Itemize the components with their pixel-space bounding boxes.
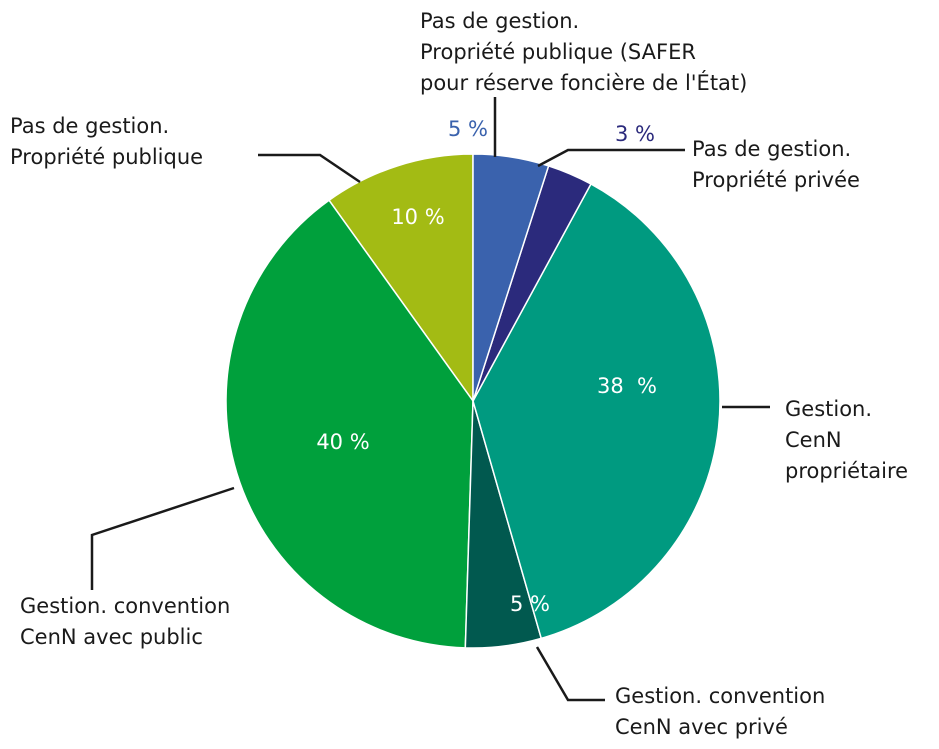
value-label: 5 %	[448, 117, 488, 141]
category-label: CenN avec privé	[615, 715, 788, 739]
category-label: Gestion.	[785, 397, 872, 421]
value-label: 10 %	[391, 205, 444, 229]
pie-slice	[225, 199, 474, 649]
category-label: Gestion. convention	[20, 594, 230, 618]
pie-slice	[472, 153, 550, 402]
category-label: Pas de gestion.	[420, 9, 579, 33]
leader-line	[537, 148, 685, 168]
category-label: Pas de gestion.	[10, 114, 169, 138]
value-label: 3 %	[615, 122, 655, 146]
category-label: Propriété publique	[10, 145, 203, 169]
category-label: CenN avec public	[20, 625, 203, 649]
pie-slice	[472, 182, 721, 640]
category-label: CenN	[785, 428, 842, 452]
category-label: Pas de gestion.	[692, 137, 851, 161]
value-label: 40 %	[316, 430, 369, 454]
pie-slice	[328, 153, 474, 404]
category-label: pour réserve foncière de l'État)	[420, 70, 747, 95]
value-label: 38 %	[597, 374, 657, 398]
leader-line	[258, 153, 361, 184]
category-label: Propriété publique (SAFER	[420, 40, 696, 64]
category-label: Propriété privée	[692, 168, 860, 192]
leader-line	[90, 486, 235, 590]
value-label: 5 %	[510, 592, 550, 616]
leader-line	[535, 646, 605, 702]
category-label: propriétaire	[785, 459, 908, 483]
category-label: Gestion. convention	[615, 684, 825, 708]
